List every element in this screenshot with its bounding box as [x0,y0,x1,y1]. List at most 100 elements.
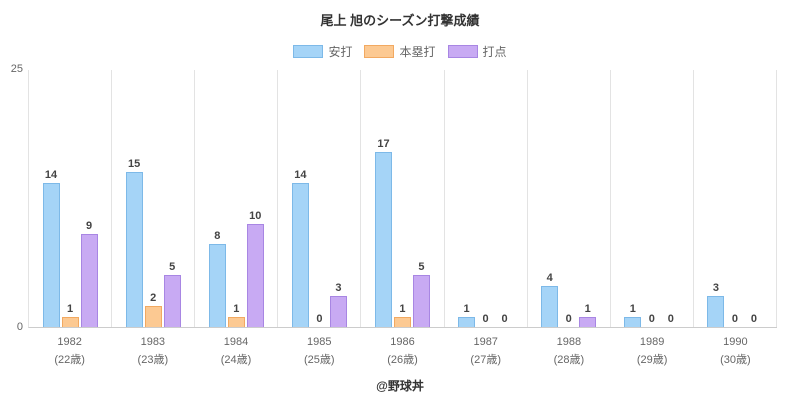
bar-group: 14 1 9 [29,70,113,327]
bar [80,234,98,327]
bar-wrap: 4 [541,272,559,327]
legend-swatch [293,45,324,58]
x-axis-label: 1986 (26歳) [387,336,418,366]
y-axis-tick-max: 25 [10,63,23,75]
bar-value-label: 1 [66,303,74,315]
y-axis-tick-min: 0 [16,321,23,333]
bar-wrap: 1 [393,303,411,327]
bar-wrap: 0 [496,314,513,327]
x-axis-label: 1984 (24歳) [220,336,252,366]
bar-value-label: 0 [565,313,572,325]
legend-item: 打点 [447,43,507,60]
bar-wrap: 1 [579,303,597,327]
bar-wrap: 17 [374,138,392,327]
bar-group: 15 2 5 [112,70,196,327]
bar [163,275,181,327]
bar [227,317,245,327]
bar-value-label: 0 [731,313,738,325]
bar-wrap: 0 [311,314,328,327]
bar-value-label: 1 [584,303,591,315]
bar [624,317,642,327]
x-axis-labels: 1982 (22歳) 1983 (23歳) 1984 (24歳) 1985 (25歳) 1986… [28,334,777,369]
bar-value-label: 5 [169,261,176,273]
bar [541,286,559,327]
legend-item: 本塁打 [364,43,436,60]
bar-wrap: 0 [643,314,660,327]
bar-value-label: 0 [501,313,508,325]
bar-wrap: 1 [61,303,79,327]
x-axis-label: 1990 (30歳) [720,336,751,366]
legend-label: 安打 [328,45,353,59]
bar-value-label: 0 [750,313,757,325]
bar [393,317,411,327]
legend-item: 安打 [293,43,352,60]
legend-swatch [447,45,478,58]
bar-wrap: 9 [80,220,98,327]
bar-value-label: 2 [150,292,157,304]
bar-value-label: 1 [463,303,470,315]
bar [579,317,597,327]
bar-wrap: 14 [42,169,60,327]
bar-wrap: 1 [458,303,476,327]
bar [144,306,162,327]
bar-value-label: 1 [399,303,406,315]
bar-value-label: 14 [294,169,307,181]
bar [412,275,430,327]
bar-wrap: 3 [707,282,725,327]
bar [125,172,143,327]
bar [458,317,476,327]
bar [42,183,60,327]
bar-wrap: 0 [726,314,743,327]
x-axis-label: 1982 (22歳) [54,336,85,366]
bar-value-label: 3 [335,282,342,294]
bar-value-label: 0 [482,313,489,325]
bar [291,183,309,327]
bar [374,152,392,327]
bar-wrap: 0 [560,314,577,327]
bar [208,244,226,327]
bar-wrap: 5 [163,261,181,327]
x-axis-label: 1987 (27歳) [470,336,501,366]
bar-value-label: 0 [316,313,323,325]
bar [329,296,347,327]
bar-value-label: 9 [85,220,93,232]
bar-wrap: 1 [624,304,642,327]
bar-wrap: 8 [208,230,226,327]
bar-group: 14 0 3 [278,70,362,327]
legend-label: 本塁打 [399,45,436,59]
bar-value-label: 0 [648,313,655,325]
x-axis-label: 1989 (29歳) [636,336,668,366]
bar-wrap: 2 [144,292,162,327]
bar-wrap: 5 [412,261,430,327]
bar-value-label: 4 [546,272,553,284]
bar-wrap: 0 [477,314,494,327]
bar-wrap: 3 [329,282,347,327]
bar-value-label: 14 [44,169,58,181]
bar-wrap: 10 [246,210,264,327]
bar-group: 8 1 10 [195,70,279,327]
bar-value-label: 10 [249,210,262,222]
legend-swatch [364,45,395,58]
chart-title: 尾上 旭のシーズン打撃成績 [320,13,480,28]
bar-value-label: 17 [377,138,390,150]
bar-wrap: 15 [125,159,143,327]
footer-credit: @野球丼 [376,379,424,393]
bar [246,224,264,327]
legend-label: 打点 [482,45,507,59]
bar-value-label: 5 [418,261,425,273]
bar-wrap: 1 [227,303,245,327]
bar-wrap: 0 [745,314,762,327]
bar-value-label: 3 [712,282,719,294]
bar-value-label: 1 [233,303,240,315]
x-axis-label: 1988 (28歳) [553,336,585,366]
bar-wrap: 14 [291,169,309,327]
x-axis-label: 1983 (23歳) [137,336,169,366]
bar-value-label: 8 [214,230,221,242]
bar-group: 17 1 5 [361,70,445,327]
bar-value-label: 0 [667,313,674,325]
x-axis-label: 1985 (25歳) [303,336,335,366]
